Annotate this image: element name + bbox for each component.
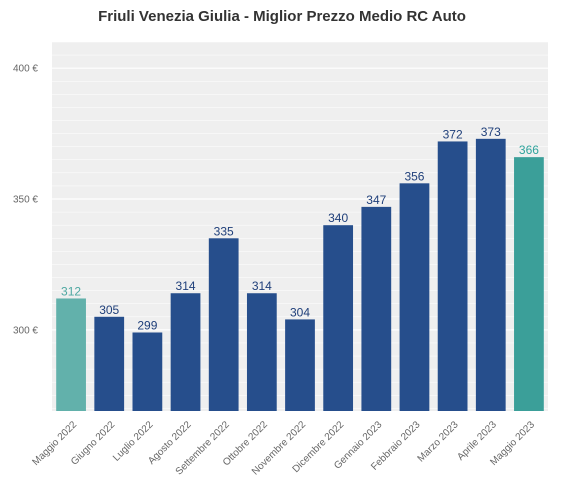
bar xyxy=(399,183,430,411)
y-axis-ticks: 300 € 350 € 400 € xyxy=(13,64,38,337)
y-tick-label: 300 € xyxy=(13,325,38,336)
data-label: 335 xyxy=(214,224,234,238)
x-tick-label: Marzo 2023 xyxy=(416,419,461,464)
bar xyxy=(208,238,239,411)
bars xyxy=(56,138,544,412)
bar xyxy=(56,298,86,411)
data-label: 372 xyxy=(443,127,463,141)
data-label: 304 xyxy=(290,305,310,319)
data-label: 314 xyxy=(252,279,272,293)
bar xyxy=(285,319,315,411)
data-label: 373 xyxy=(481,125,501,139)
bar xyxy=(437,141,468,411)
data-labels: 312 305 299 314 335 314 304 340 347 356 372 373 366 xyxy=(61,125,539,333)
y-tick-label: 350 € xyxy=(13,195,38,206)
bar xyxy=(132,332,163,411)
bar xyxy=(246,293,277,411)
bar xyxy=(94,316,125,411)
bar xyxy=(323,225,354,411)
data-label: 299 xyxy=(137,318,157,332)
chart-title: Friuli Venezia Giulia - Miglior Prezzo M… xyxy=(98,8,466,25)
data-label: 314 xyxy=(176,279,196,293)
bar xyxy=(361,206,392,411)
bar xyxy=(475,138,506,412)
data-label: 305 xyxy=(99,303,119,317)
data-label: 347 xyxy=(366,193,386,207)
data-label: 356 xyxy=(404,169,424,183)
data-label: 366 xyxy=(519,143,539,157)
data-label: 340 xyxy=(328,211,348,225)
data-label: 312 xyxy=(61,284,81,298)
bar xyxy=(170,293,201,411)
y-tick-label: 400 € xyxy=(13,64,38,75)
bar xyxy=(514,157,544,411)
